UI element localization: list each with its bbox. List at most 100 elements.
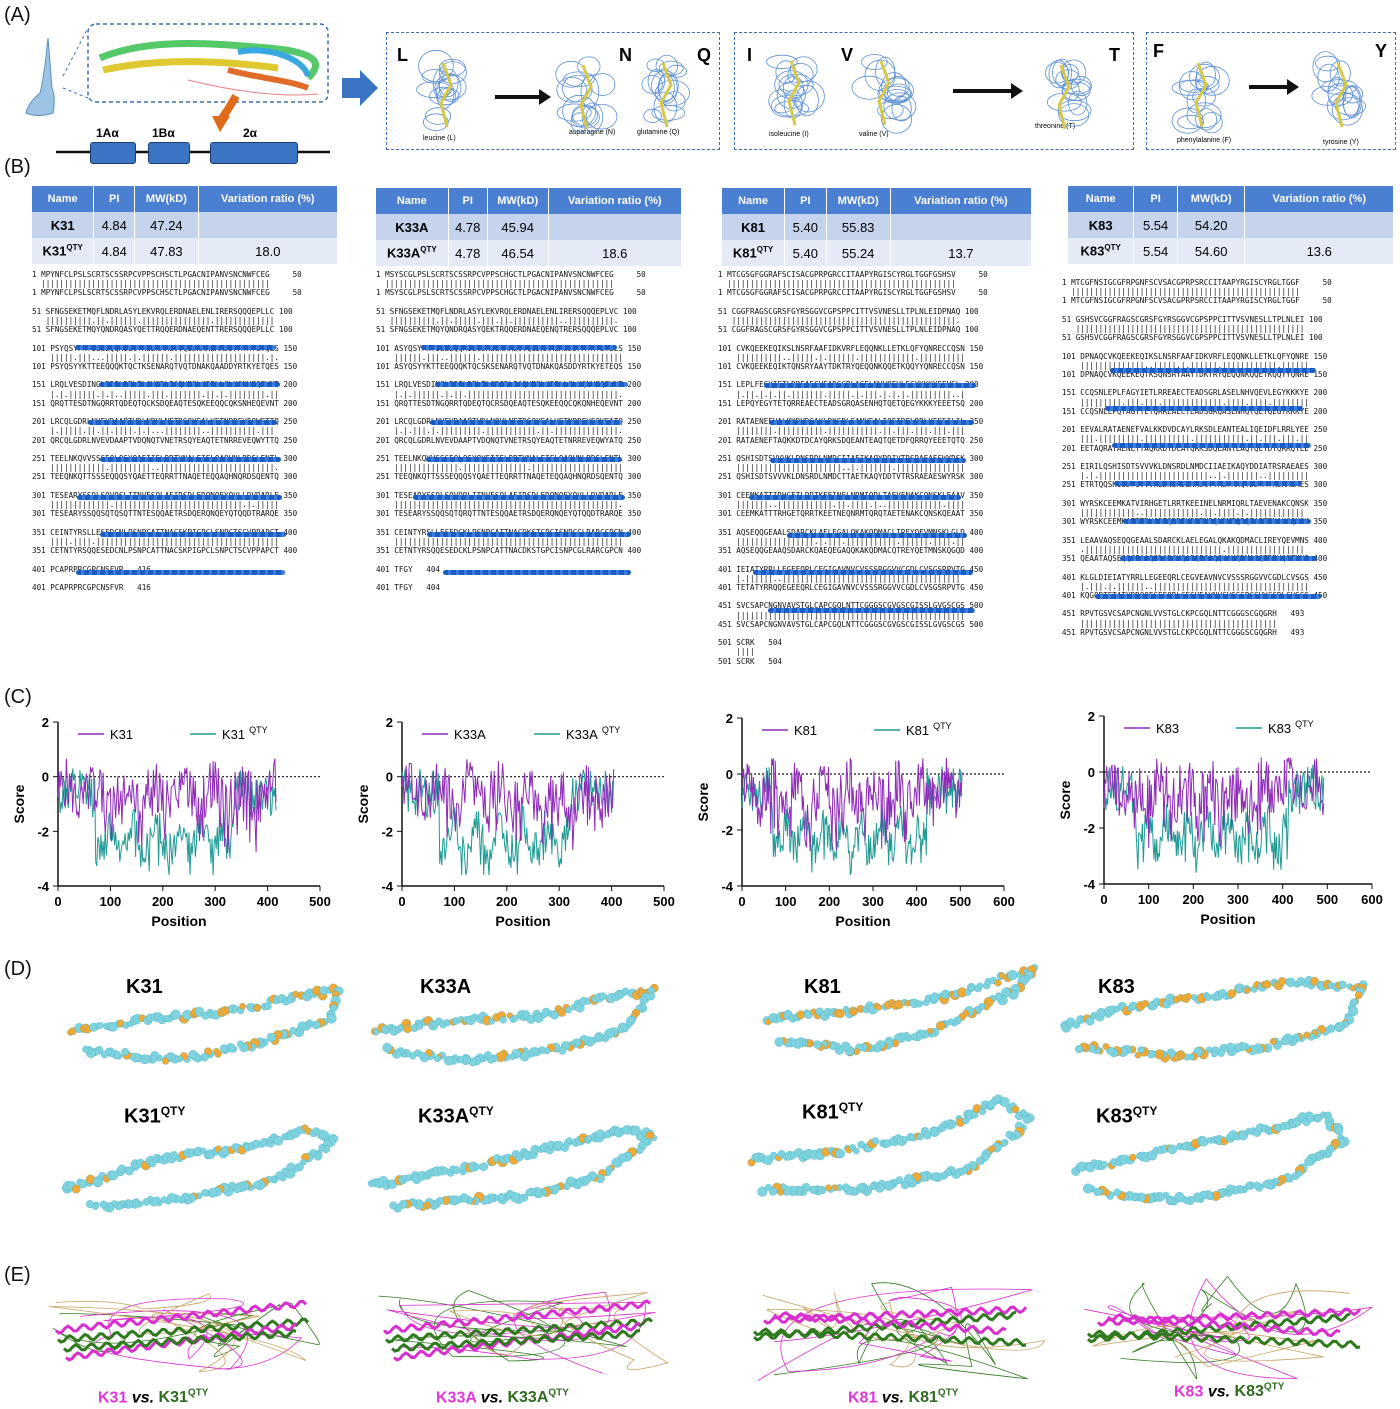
panel-d-label: (D): [4, 958, 32, 980]
surface-atom: [763, 1155, 773, 1166]
x-tick-label: 200: [152, 894, 174, 909]
helix-bar: [1111, 443, 1311, 448]
surface-atom: [312, 1020, 321, 1030]
surface-model-k83: [1060, 975, 1368, 1063]
overlay-k81: [752, 1282, 1046, 1381]
surface-atom: [1243, 986, 1251, 994]
residue-letter-l: L: [397, 45, 408, 65]
surface-model-k81: [762, 964, 1039, 1057]
surface-atom: [1022, 1115, 1031, 1124]
cell-pi: 5.54: [1133, 212, 1178, 238]
mesh-cell: [1045, 61, 1070, 84]
mesh-cell: [1060, 59, 1087, 85]
col-pi: PI: [1133, 186, 1178, 212]
mesh-cell: [429, 86, 460, 106]
sidechain-stick: [877, 60, 891, 126]
helix-bar: [787, 533, 967, 538]
helix-bar: [77, 495, 282, 500]
overlay-k83: [1084, 1275, 1373, 1380]
x-tick-label: 0: [1100, 892, 1107, 907]
panel-b-label: (B): [4, 156, 31, 178]
surface-atom: [473, 1163, 481, 1171]
x-tick-label: 0: [54, 894, 61, 909]
helix-bar: [76, 570, 285, 575]
cell-var: 13.7: [890, 240, 1033, 266]
helix-ribbon: [752, 1327, 1027, 1348]
compare-label-k33a: K33A vs. K33AQTY: [436, 1388, 569, 1407]
mesh-cell: [1048, 59, 1069, 89]
sidechain-stick: [1194, 62, 1208, 128]
surface-atom: [774, 1037, 785, 1047]
col-variation: Variation ratio (%): [548, 188, 683, 214]
mesh-cell: [1058, 103, 1090, 127]
helix-ribbon: [762, 1305, 1028, 1325]
col-name: Name: [32, 186, 95, 212]
y-axis-label: Score: [355, 784, 371, 823]
series-wt-line: [401, 759, 615, 851]
mesh-cell: [562, 74, 593, 103]
surface-atom: [188, 1050, 198, 1059]
cell-mw: 45.94: [487, 214, 549, 240]
helix-ribbon: [1096, 1307, 1362, 1327]
alignment-k33a: 1 MSYSCGLPSLSCRTSCSSRPCVPPSCHGCTLPGACNIP…: [376, 270, 646, 592]
surface-atom: [1167, 1144, 1177, 1155]
blue-arrow-icon: [342, 70, 378, 106]
mesh-cell: [556, 76, 587, 103]
mesh-cell: [1068, 90, 1088, 116]
y-tick-label: 2: [386, 715, 393, 730]
mesh-cell: [563, 71, 595, 87]
surface-atom: [403, 1024, 412, 1034]
surface-atom: [566, 1137, 573, 1144]
x-tick-label: 0: [738, 894, 745, 909]
helix-bar: [1123, 519, 1311, 524]
cell-mw: 54.20: [1177, 212, 1246, 238]
helix-3: [237, 47, 311, 78]
surface-atom: [99, 1200, 108, 1209]
legend-label: K31: [110, 727, 133, 742]
label-k33a-qty: K33AQTY: [418, 1104, 494, 1128]
y-tick-label: 0: [726, 767, 733, 782]
mesh-icon: [416, 49, 467, 131]
surface-atom: [194, 1007, 205, 1017]
density-map-lnq: [416, 49, 690, 133]
surface-atom: [1303, 1031, 1311, 1039]
mesh-cell: [770, 95, 802, 118]
surface-atom: [266, 1032, 276, 1042]
panel-e-label: (E): [4, 1264, 31, 1286]
alignment-k31: 1 MPYNFCLPSLSCRTSCSSRPCVPPSCHSCTLPGACNIP…: [32, 270, 302, 592]
surface-model-k31: [67, 983, 344, 1065]
x-tick-label: 300: [1227, 892, 1249, 907]
mesh-cell: [585, 103, 618, 130]
domain-2: [210, 142, 298, 164]
surface-atom: [809, 1185, 818, 1194]
x-axis-label: Position: [835, 913, 890, 929]
domain-1a-label: 1Aα: [96, 126, 119, 140]
surface-atom: [82, 1045, 90, 1053]
surface-atom: [253, 1181, 262, 1190]
surface-atom: [479, 1162, 488, 1171]
surface-atom: [281, 1167, 289, 1175]
helix-bar: [88, 420, 278, 425]
surface-atom: [1129, 1153, 1137, 1162]
series-wt-line: [1103, 757, 1325, 849]
legend-label: K33A QTY: [566, 725, 620, 742]
col-variation: Variation ratio (%): [890, 188, 1033, 214]
y-tick-label: -2: [721, 823, 733, 838]
mesh-cell: [641, 74, 663, 94]
helix-bar: [99, 382, 280, 387]
density-map-ivt: [766, 54, 1092, 134]
label-k83-qty: K83QTY: [1096, 1104, 1158, 1128]
helix-bar: [1120, 556, 1318, 561]
surface-model-k83-qty: [1071, 1111, 1350, 1206]
residue-letter-i: I: [747, 45, 753, 65]
cell-pi: 5.54: [1133, 238, 1178, 264]
helix-bar: [764, 383, 976, 388]
mesh-cell: [864, 59, 896, 91]
surface-atom: [1199, 1137, 1209, 1147]
x-tick-label: 500: [949, 894, 971, 909]
legend-label: K83 QTY: [1268, 719, 1314, 736]
cell-var: 18.0: [198, 238, 339, 264]
cell-name: K83: [1068, 212, 1135, 238]
label-k31-qty: K31QTY: [124, 1104, 186, 1128]
panel-c-label: (C): [4, 686, 32, 708]
